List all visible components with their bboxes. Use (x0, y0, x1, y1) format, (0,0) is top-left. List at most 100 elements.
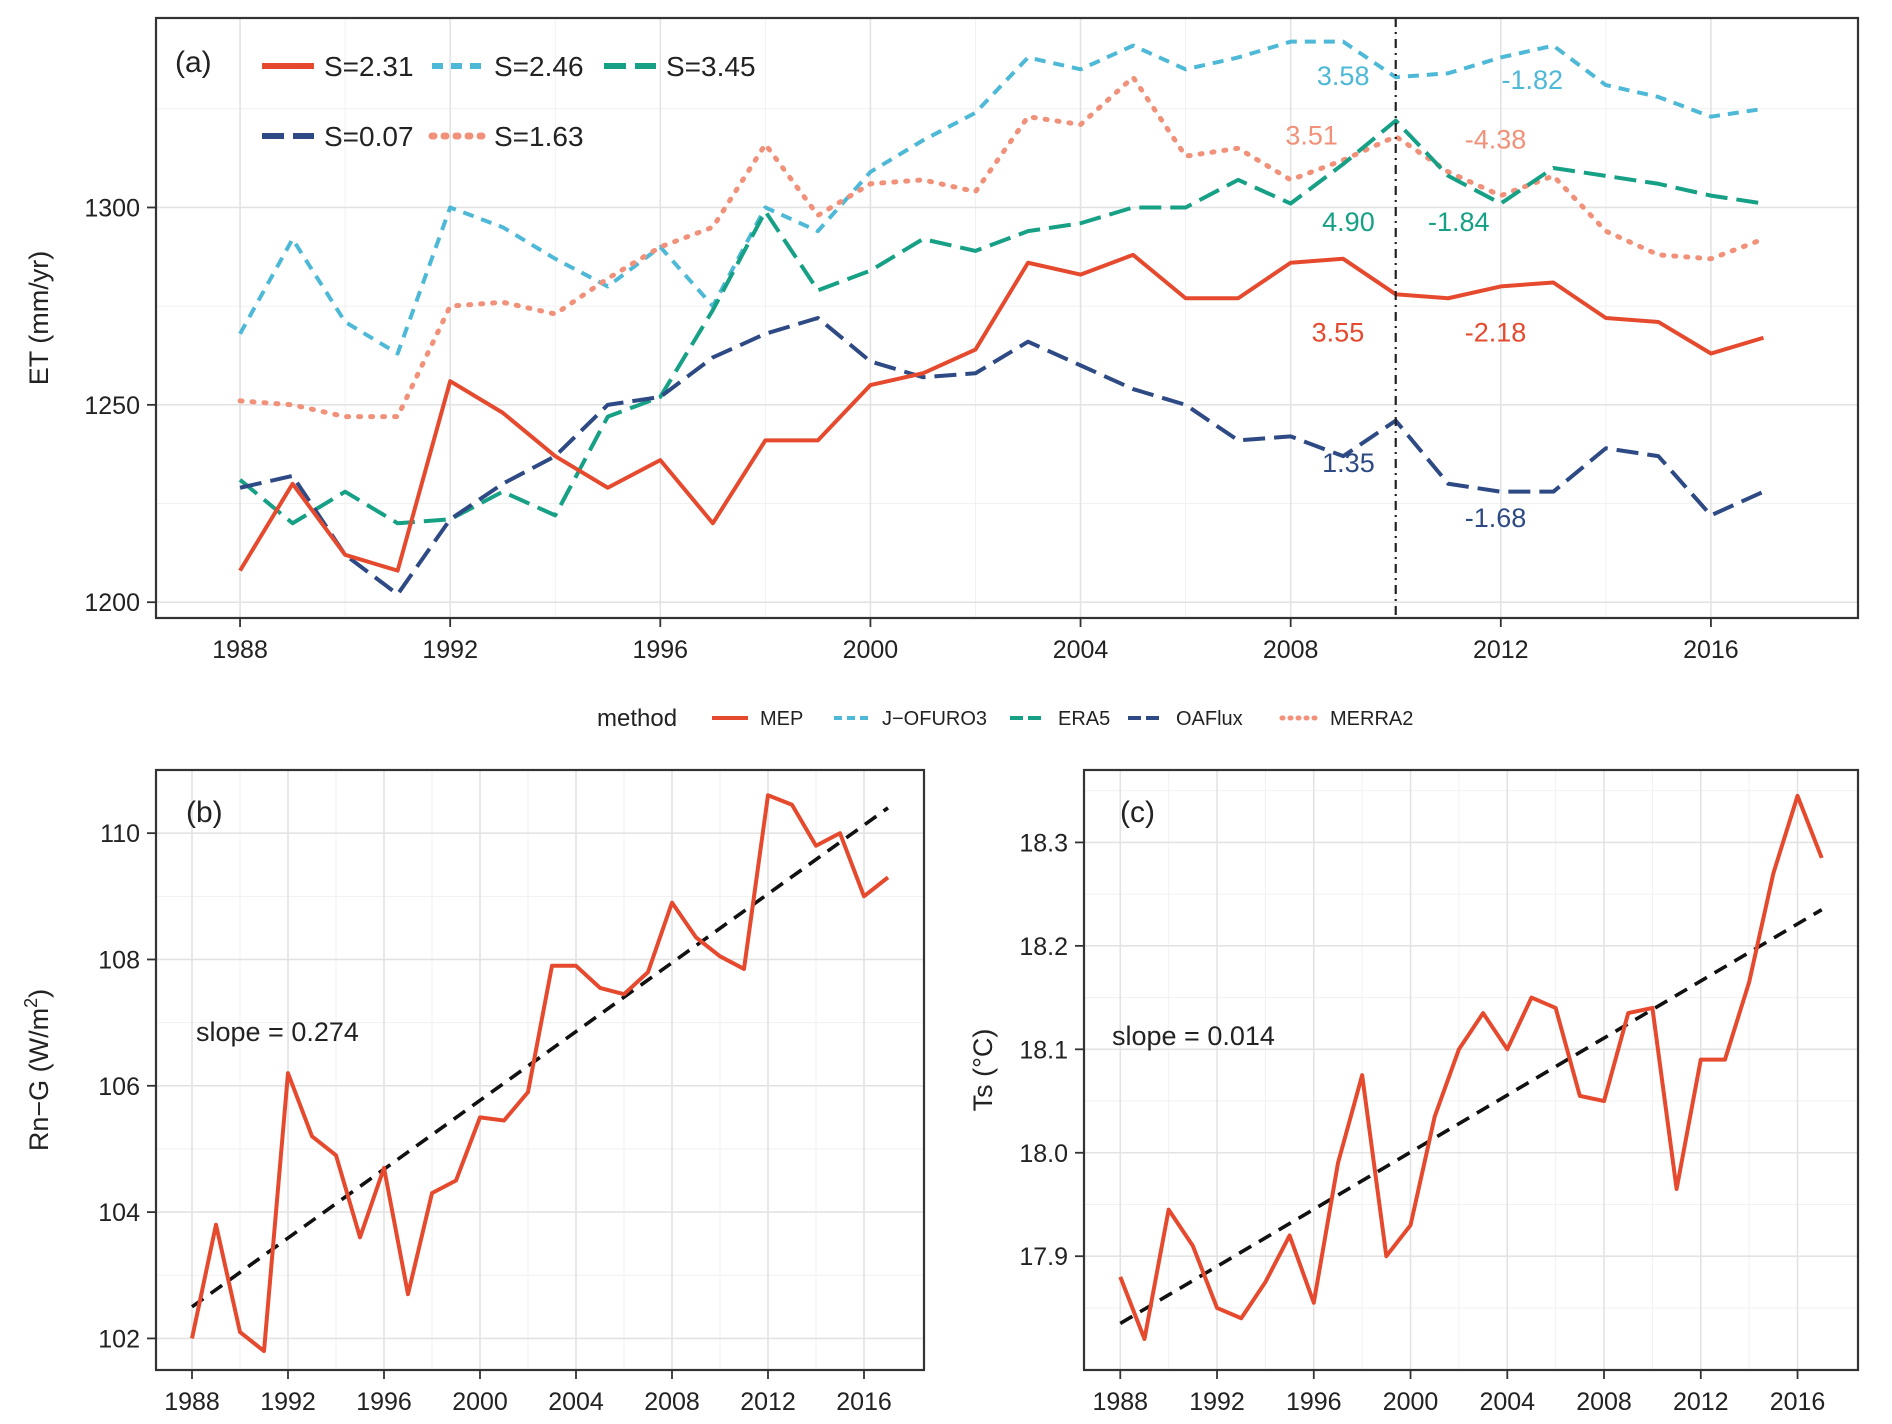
panel-c-y-axis-title: Ts (°C) (968, 1029, 998, 1112)
method-legend-title: method (597, 705, 677, 732)
y-tick-label: 108 (98, 946, 140, 974)
method-legend: method MEP J−OFURO3 ERA5 OAFlux MERRA2 (597, 705, 1413, 732)
method-label-j-ofuro3: J−OFURO3 (882, 708, 987, 730)
panel-a-et-chart: 3.58 -1.82 3.51 -4.38 4.90 -1.84 3.55 -2… (24, 16, 1860, 664)
method-label-era5: ERA5 (1058, 708, 1110, 730)
x-tick-label: 2004 (1479, 1388, 1535, 1416)
method-label-mep: MEP (760, 708, 803, 730)
panel-c-ticks (1075, 841, 1799, 1379)
panel-b-y-tick-labels: 102 104 106 108 110 (98, 820, 140, 1353)
panel-a-ticks (147, 206, 1712, 627)
panel-b-label: (b) (186, 796, 223, 829)
x-tick-label: 2000 (452, 1388, 508, 1416)
x-tick-label: 2016 (1770, 1388, 1826, 1416)
legend-label-j-ofuro3: S=2.46 (494, 51, 584, 82)
panel-c-x-tick-labels: 1988 1992 1996 2000 2004 2008 2012 2016 (1092, 1388, 1825, 1416)
annotation-j-ofuro3-before: 3.58 (1317, 61, 1370, 91)
panel-c-series-line (1118, 793, 1824, 1341)
series-line-merra2 (237, 74, 1766, 420)
panel-a-y-axis-title: ET (mm/yr) (24, 251, 54, 385)
y-tick-label: 1300 (84, 194, 140, 222)
panel-a-y-tick-labels: 1200 1250 1300 (84, 194, 140, 617)
x-tick-label: 2016 (1683, 636, 1739, 664)
x-tick-label: 2004 (548, 1388, 604, 1416)
panel-c-ts-chart: 1988 1992 1996 2000 2004 2008 2012 2016 … (968, 768, 1860, 1416)
y-tick-label: 18.3 (1019, 829, 1068, 857)
panel-b-y-axis-title: Rn−G (W/m2) (21, 989, 54, 1151)
annotation-mep-after: -2.18 (1465, 318, 1527, 348)
method-label-oaflux: OAFlux (1176, 708, 1243, 730)
x-tick-label: 1996 (1286, 1388, 1342, 1416)
legend-label-oaflux: S=0.07 (324, 121, 414, 152)
y-tick-label: 110 (100, 820, 140, 848)
x-tick-label: 1992 (422, 636, 478, 664)
method-label-merra2: MERRA2 (1330, 708, 1413, 730)
x-tick-label: 2008 (1263, 636, 1319, 664)
x-tick-label: 2012 (740, 1388, 796, 1416)
x-tick-label: 2008 (644, 1388, 700, 1416)
legend-label-merra2: S=1.63 (494, 121, 584, 152)
panel-b-slope-label: slope = 0.274 (196, 1017, 359, 1047)
y-tick-label: 1250 (84, 392, 140, 420)
x-tick-label: 2000 (1383, 1388, 1439, 1416)
legend-label-mep: S=2.31 (324, 51, 414, 82)
x-tick-label: 1988 (212, 636, 268, 664)
annotation-j-ofuro3-after: -1.82 (1502, 65, 1564, 95)
x-tick-label: 1992 (260, 1388, 316, 1416)
panel-c-grid (1084, 770, 1858, 1370)
panel-b-ticks (147, 832, 865, 1379)
annotation-merra2-before: 3.51 (1285, 120, 1338, 150)
legend-label-era5: S=3.45 (666, 51, 756, 82)
y-tick-label: 17.9 (1019, 1243, 1068, 1271)
x-tick-label: 1988 (1092, 1388, 1148, 1416)
x-tick-label: 2004 (1053, 636, 1109, 664)
panel-b-y-axis-title-main: Rn−G (W/m (24, 1008, 54, 1151)
x-tick-label: 1996 (632, 636, 688, 664)
panel-c-y-tick-labels: 17.9 18.0 18.1 18.2 18.3 (1019, 829, 1068, 1271)
panel-b-frame (154, 768, 926, 1372)
panel-b-x-tick-labels: 1988 1992 1996 2000 2004 2008 2012 2016 (164, 1388, 892, 1416)
annotation-merra2-after: -4.38 (1465, 124, 1527, 154)
x-tick-label: 1996 (356, 1388, 412, 1416)
panel-a-annotations: 3.58 -1.82 3.51 -4.38 4.90 -1.84 3.55 -2… (1285, 61, 1563, 533)
x-tick-label: 2016 (836, 1388, 892, 1416)
annotation-era5-before: 4.90 (1322, 207, 1375, 237)
series-line-era5 (238, 118, 1764, 526)
panel-a-series-lines (237, 39, 1766, 597)
panel-a-frame (154, 16, 1860, 620)
series-line-j-ofuro3 (238, 39, 1764, 356)
panel-b-y-axis-title-sup: 2 (21, 998, 41, 1008)
x-tick-label: 2000 (843, 636, 899, 664)
y-tick-label: 106 (98, 1073, 140, 1101)
y-tick-label: 102 (98, 1325, 140, 1353)
panel-b-series-line (190, 793, 890, 1354)
panel-c-slope-label: slope = 0.014 (1112, 1021, 1275, 1051)
x-tick-label: 1988 (164, 1388, 220, 1416)
panel-a-label: (a) (175, 46, 212, 79)
series-line-oaflux (239, 316, 1765, 597)
y-tick-label: 18.0 (1019, 1140, 1068, 1168)
panel-c-trend-line (1119, 908, 1823, 1325)
panel-b-trend-line (190, 806, 890, 1309)
x-tick-label: 2012 (1673, 1388, 1729, 1416)
x-tick-label: 2012 (1473, 636, 1529, 664)
panel-b-rng-chart: 1988 1992 1996 2000 2004 2008 2012 2016 … (21, 768, 926, 1416)
panel-c-frame (1082, 768, 1860, 1372)
panel-b-y-axis-title-end: ) (24, 989, 54, 998)
y-tick-label: 18.2 (1019, 933, 1068, 961)
panel-c-label: (c) (1120, 796, 1155, 829)
series-line-mep (238, 252, 1765, 573)
annotation-era5-after: -1.84 (1428, 207, 1490, 237)
x-tick-label: 2008 (1576, 1388, 1632, 1416)
y-tick-label: 1200 (84, 589, 140, 617)
panel-b-grid (156, 769, 924, 1370)
y-tick-label: 18.1 (1019, 1036, 1068, 1064)
y-tick-label: 104 (98, 1199, 140, 1227)
annotation-mep-before: 3.55 (1312, 318, 1365, 348)
x-tick-label: 1992 (1189, 1388, 1245, 1416)
annotation-oaflux-after: -1.68 (1465, 503, 1527, 533)
annotation-oaflux-before: 1.35 (1322, 448, 1375, 478)
panel-a-x-tick-labels: 1988 1992 1996 2000 2004 2008 2012 2016 (212, 636, 1738, 664)
panel-a-slope-legend: S=2.31 S=2.46 S=3.45 S=0.07 S=1.63 (262, 51, 756, 152)
